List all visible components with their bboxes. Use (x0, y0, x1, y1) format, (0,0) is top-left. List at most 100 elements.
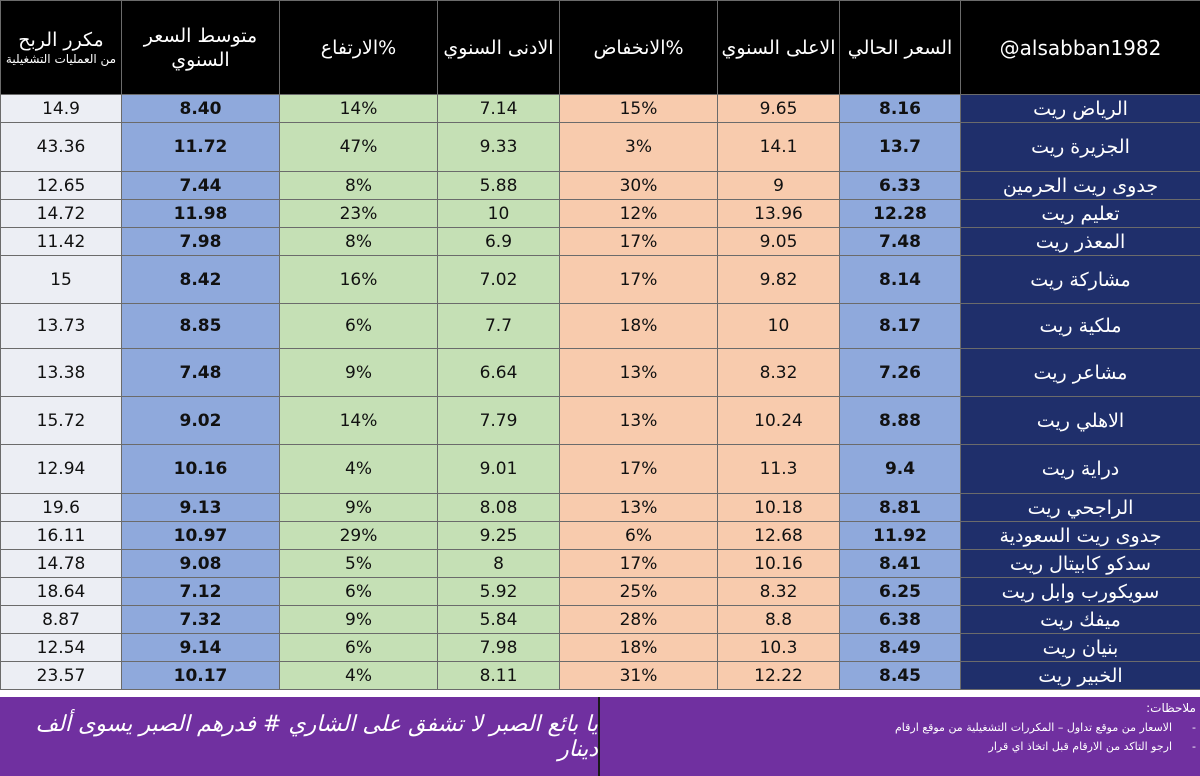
cell-low: 5.88 (437, 171, 560, 200)
cell-name: الجزيرة ريت (960, 122, 1200, 172)
cell-down-pct: 31% (559, 661, 718, 690)
cell-high: 12.22 (717, 661, 840, 690)
cell-avg: 10.17 (121, 661, 280, 690)
cell-up-pct: 6% (279, 577, 438, 606)
cell-up-pct: 8% (279, 227, 438, 256)
cell-low: 8.08 (437, 493, 560, 522)
cell-current: 8.41 (839, 549, 961, 578)
cell-profit: 14.78 (0, 549, 122, 578)
cell-current: 8.14 (839, 255, 961, 304)
cell-high: 10.24 (717, 396, 840, 445)
cell-down-pct: 13% (559, 396, 718, 445)
cell-avg: 8.40 (121, 94, 280, 123)
cell-avg: 7.12 (121, 577, 280, 606)
cell-profit: 14.72 (0, 199, 122, 228)
cell-name: جدوى ريت السعودية (960, 521, 1200, 550)
cell-up-pct: 6% (279, 633, 438, 662)
cell-high: 14.1 (717, 122, 840, 172)
cell-low: 7.02 (437, 255, 560, 304)
cell-profit: 15 (0, 255, 122, 304)
table-row: 23.57 10.17 4% 8.11 31% 12.22 8.45 الخبير ريت (0, 661, 1200, 690)
header-avg-line1: متوسط السعر (143, 24, 258, 47)
cell-high: 10.16 (717, 549, 840, 578)
cell-down-pct: 18% (559, 633, 718, 662)
cell-current: 6.25 (839, 577, 961, 606)
cell-profit: 19.6 (0, 493, 122, 522)
header-low: الادنى السنوي (437, 0, 560, 95)
footer-bar: يا بائع الصبر لا تشفق على الشاري # فدرهم… (0, 697, 1200, 776)
cell-up-pct: 9% (279, 493, 438, 522)
cell-name: الاهلي ريت (960, 396, 1200, 445)
table-row: 12.94 10.16 4% 9.01 17% 11.3 9.4 دراية ريت (0, 444, 1200, 494)
header-brand: @alsabban1982 (960, 0, 1200, 95)
cell-high: 8.32 (717, 577, 840, 606)
footer-divider (598, 697, 600, 776)
header-up-pct: الارتفاع% (279, 0, 438, 95)
cell-low: 7.7 (437, 303, 560, 349)
footer-slogan: يا بائع الصبر لا تشفق على الشاري # فدرهم… (35, 711, 598, 762)
cell-current: 8.16 (839, 94, 961, 123)
note-item: ارجو التاكد من الارقام قبل اتخاذ اي قرار (895, 740, 1182, 753)
header-avg-line2: السنوي (171, 48, 230, 71)
table-row: 12.54 9.14 6% 7.98 18% 10.3 8.49 بنيان ريت (0, 633, 1200, 662)
cell-low: 7.79 (437, 396, 560, 445)
header-high: الاعلى السنوي (717, 0, 840, 95)
cell-up-pct: 4% (279, 444, 438, 494)
cell-high: 11.3 (717, 444, 840, 494)
cell-up-pct: 9% (279, 348, 438, 397)
cell-avg: 11.72 (121, 122, 280, 172)
cell-profit: 43.36 (0, 122, 122, 172)
table-row: 14.78 9.08 5% 8 17% 10.16 8.41 سدكو كابيتال ريت (0, 549, 1200, 578)
cell-down-pct: 28% (559, 605, 718, 634)
cell-high: 8.32 (717, 348, 840, 397)
cell-low: 8.11 (437, 661, 560, 690)
cell-profit: 18.64 (0, 577, 122, 606)
header-profit-line1: مكرر الربح (18, 29, 104, 51)
cell-down-pct: 13% (559, 493, 718, 522)
cell-avg: 7.98 (121, 227, 280, 256)
table-row: 15.72 9.02 14% 7.79 13% 10.24 8.88 الاهلي ريت (0, 396, 1200, 445)
cell-name: الخبير ريت (960, 661, 1200, 690)
cell-up-pct: 14% (279, 396, 438, 445)
cell-up-pct: 23% (279, 199, 438, 228)
cell-high: 10 (717, 303, 840, 349)
cell-profit: 12.54 (0, 633, 122, 662)
cell-name: بنيان ريت (960, 633, 1200, 662)
cell-current: 7.48 (839, 227, 961, 256)
cell-avg: 9.14 (121, 633, 280, 662)
cell-low: 5.92 (437, 577, 560, 606)
table-row: 13.38 7.48 9% 6.64 13% 8.32 7.26 مشاعر ريت (0, 348, 1200, 397)
cell-low: 9.33 (437, 122, 560, 172)
cell-avg: 8.85 (121, 303, 280, 349)
cell-avg: 9.02 (121, 396, 280, 445)
cell-current: 8.88 (839, 396, 961, 445)
cell-high: 9.05 (717, 227, 840, 256)
cell-name: الرياض ريت (960, 94, 1200, 123)
cell-name: تعليم ريت (960, 199, 1200, 228)
cell-high: 10.18 (717, 493, 840, 522)
cell-down-pct: 12% (559, 199, 718, 228)
cell-low: 5.84 (437, 605, 560, 634)
table-row: 14.72 11.98 23% 10 12% 13.96 12.28 تعليم ريت (0, 199, 1200, 228)
cell-profit: 16.11 (0, 521, 122, 550)
table-row: 11.42 7.98 8% 6.9 17% 9.05 7.48 المعذر ريت (0, 227, 1200, 256)
cell-low: 7.98 (437, 633, 560, 662)
cell-down-pct: 30% (559, 171, 718, 200)
header-current: السعر الحالي (839, 0, 961, 95)
header-down-pct: الانخفاض% (559, 0, 718, 95)
cell-current: 13.7 (839, 122, 961, 172)
cell-avg: 11.98 (121, 199, 280, 228)
cell-up-pct: 9% (279, 605, 438, 634)
reit-table: مكرر الربح من العمليات التشغيلية متوسط ا… (0, 0, 1200, 690)
cell-current: 11.92 (839, 521, 961, 550)
cell-down-pct: 17% (559, 227, 718, 256)
cell-avg: 9.08 (121, 549, 280, 578)
cell-profit: 12.65 (0, 171, 122, 200)
cell-avg: 8.42 (121, 255, 280, 304)
table-row: 43.36 11.72 47% 9.33 3% 14.1 13.7 الجزيرة ريت (0, 122, 1200, 172)
cell-current: 12.28 (839, 199, 961, 228)
footer-notes: ملاحظات: الاسعار من موقع تداول – المكررا… (606, 697, 1196, 776)
notes-title: ملاحظات: (1146, 701, 1196, 715)
cell-current: 6.33 (839, 171, 961, 200)
header-row: مكرر الربح من العمليات التشغيلية متوسط ا… (0, 0, 1200, 95)
